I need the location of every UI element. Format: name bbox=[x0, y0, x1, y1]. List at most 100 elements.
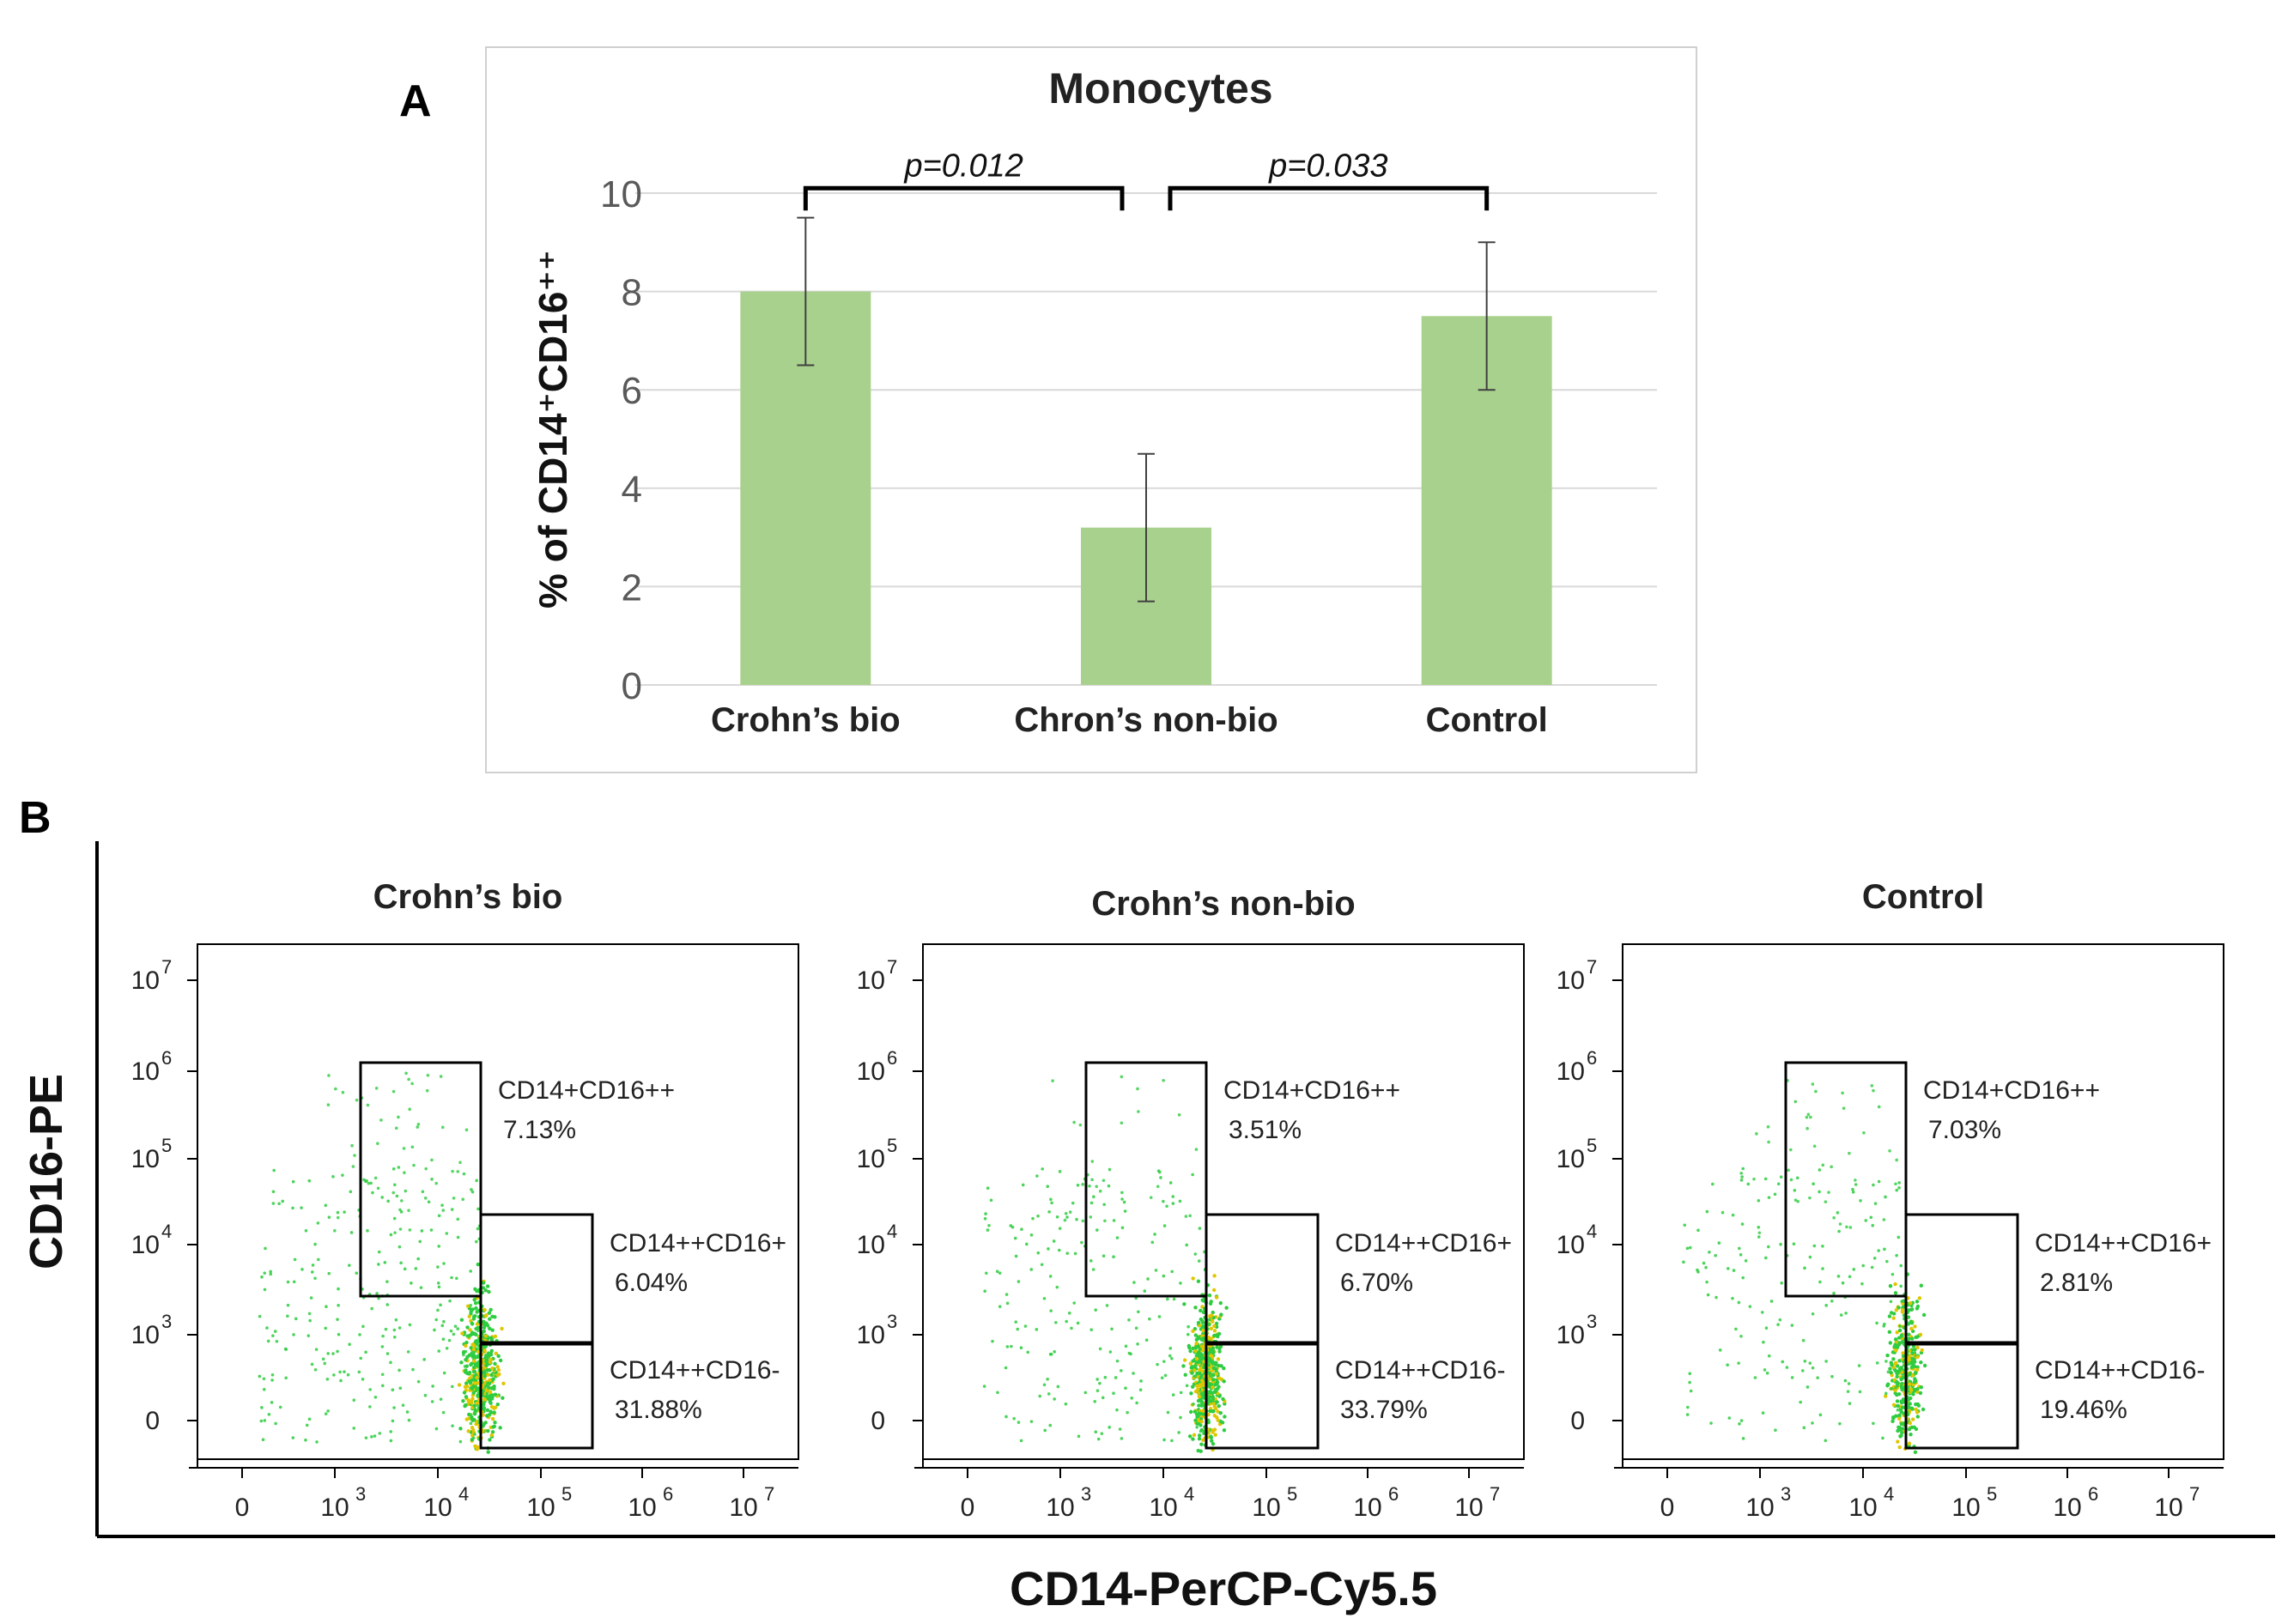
gate-name-label: CD14++CD16+ bbox=[610, 1229, 786, 1257]
flow-data-point bbox=[1919, 1385, 1924, 1390]
flow-data-point bbox=[1832, 1215, 1836, 1220]
flow-y-tick-exponent: 4 bbox=[161, 1221, 172, 1242]
flow-data-point bbox=[367, 1181, 371, 1185]
flow-data-point bbox=[1909, 1365, 1915, 1370]
flow-data-point bbox=[1072, 1301, 1076, 1305]
flow-data-point bbox=[355, 1271, 359, 1276]
flow-data-point bbox=[1872, 1257, 1877, 1260]
flow-data-point bbox=[1872, 1088, 1875, 1093]
flow-data-point bbox=[1795, 1176, 1799, 1180]
bar-chart-error-bars bbox=[797, 216, 1496, 603]
flow-data-point bbox=[1776, 1182, 1781, 1186]
flow-y-tick-label: 10 bbox=[131, 1145, 160, 1173]
flow-data-point bbox=[1752, 1177, 1756, 1181]
flow-data-point bbox=[1110, 1327, 1114, 1331]
flow-data-point bbox=[1912, 1379, 1917, 1385]
flow-data-point bbox=[313, 1242, 317, 1246]
flow-panel-title: Crohn’s non-bio bbox=[1091, 885, 1355, 923]
flow-data-point bbox=[1036, 1214, 1040, 1218]
flow-data-point bbox=[1212, 1413, 1217, 1418]
flow-data-point bbox=[1900, 1431, 1904, 1435]
flow-data-point bbox=[1042, 1297, 1047, 1300]
flow-data-point bbox=[1757, 1198, 1761, 1203]
flow-data-point bbox=[496, 1367, 501, 1373]
flow-data-point bbox=[1846, 1390, 1850, 1393]
flow-data-point bbox=[1170, 1356, 1174, 1360]
flow-data-point bbox=[373, 1176, 378, 1180]
gate-cd14-cd16pp bbox=[359, 1061, 482, 1298]
flow-data-point bbox=[1213, 1361, 1217, 1366]
flow-data-point bbox=[493, 1392, 498, 1397]
flow-data-point bbox=[336, 1215, 340, 1220]
flow-data-point bbox=[341, 1173, 344, 1177]
flow-data-point bbox=[1120, 1226, 1125, 1230]
flow-data-point bbox=[1200, 1379, 1205, 1383]
flow-data-point bbox=[434, 1181, 439, 1185]
flow-data-point bbox=[1196, 1387, 1200, 1391]
flow-data-point bbox=[487, 1311, 492, 1315]
flow-data-point bbox=[291, 1436, 295, 1439]
bar-chart-significance: p=0.012 p=0.033 bbox=[803, 148, 1490, 211]
flow-data-point bbox=[1068, 1210, 1072, 1214]
flow-data-point bbox=[1214, 1295, 1219, 1300]
flow-data-point bbox=[393, 1231, 397, 1234]
flow-data-point bbox=[1907, 1336, 1911, 1341]
flow-data-point bbox=[1023, 1324, 1028, 1328]
flow-data-point bbox=[1767, 1245, 1770, 1249]
flow-data-point bbox=[441, 1337, 446, 1342]
flow-data-point bbox=[482, 1348, 487, 1353]
flow-data-point bbox=[391, 1191, 396, 1195]
flow-data-point bbox=[1188, 1409, 1193, 1415]
flow-data-point bbox=[453, 1324, 458, 1328]
flow-data-point bbox=[1199, 1308, 1203, 1313]
flow-data-point bbox=[304, 1438, 307, 1442]
flow-data-point bbox=[1216, 1409, 1220, 1414]
significance-bracket bbox=[803, 185, 1125, 211]
flow-data-point bbox=[1875, 1321, 1878, 1325]
flow-data-point bbox=[476, 1207, 480, 1211]
flow-data-point bbox=[437, 1285, 441, 1289]
flow-data-point bbox=[1765, 1371, 1769, 1375]
flow-data-point bbox=[1197, 1394, 1202, 1399]
bar-y-tick-label: 2 bbox=[622, 567, 642, 609]
flow-data-point bbox=[468, 1328, 472, 1332]
flow-data-point bbox=[271, 1202, 276, 1205]
flow-data-point bbox=[1714, 1253, 1717, 1257]
flow-data-point bbox=[375, 1292, 379, 1295]
flow-data-point bbox=[1193, 1306, 1198, 1310]
flow-data-point bbox=[408, 1323, 412, 1327]
flow-data-point bbox=[501, 1396, 505, 1400]
flow-data-point bbox=[1909, 1433, 1913, 1437]
flow-data-point bbox=[489, 1352, 494, 1356]
flow-data-point bbox=[468, 1380, 473, 1385]
flow-data-point bbox=[1198, 1227, 1202, 1230]
flow-y-tick-label: 10 bbox=[131, 1231, 160, 1259]
flow-x-tick-label: 10 bbox=[1046, 1494, 1074, 1522]
flow-data-point bbox=[1056, 1385, 1060, 1389]
flow-data-point bbox=[472, 1359, 476, 1363]
flow-data-point bbox=[1720, 1210, 1725, 1215]
flow-data-point bbox=[1162, 1199, 1165, 1203]
flow-data-point bbox=[1921, 1312, 1927, 1318]
gate-name-label: CD14++CD16+ bbox=[1335, 1229, 1512, 1257]
flow-data-point bbox=[1115, 1236, 1120, 1239]
flow-data-point bbox=[1102, 1203, 1106, 1207]
flow-data-point bbox=[482, 1373, 487, 1379]
flow-data-point bbox=[262, 1377, 266, 1381]
flow-data-point bbox=[1198, 1355, 1203, 1360]
flow-data-point bbox=[336, 1210, 340, 1215]
flow-data-point bbox=[433, 1328, 436, 1332]
flow-data-point bbox=[316, 1257, 320, 1262]
flow-data-point bbox=[1914, 1335, 1918, 1340]
flow-data-point bbox=[1908, 1421, 1913, 1426]
flow-data-point bbox=[368, 1388, 372, 1391]
flow-data-point bbox=[1197, 1403, 1201, 1408]
flow-data-point bbox=[1029, 1420, 1034, 1423]
flow-data-point bbox=[1120, 1369, 1123, 1373]
flow-data-point bbox=[456, 1217, 460, 1221]
flow-data-point bbox=[273, 1330, 277, 1333]
flow-data-point bbox=[394, 1126, 398, 1130]
flow-data-point bbox=[1915, 1415, 1921, 1419]
flow-data-point bbox=[416, 1379, 421, 1384]
